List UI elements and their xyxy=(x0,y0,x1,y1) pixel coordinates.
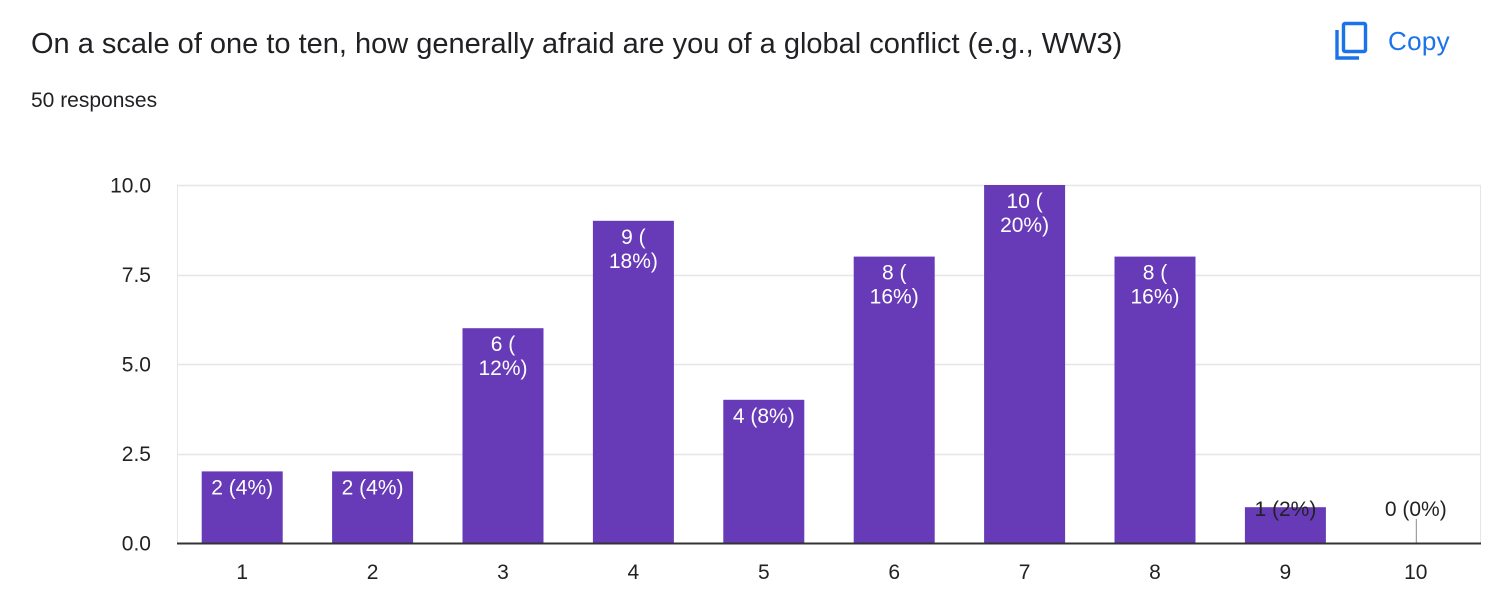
data-label: 2 (4%) xyxy=(342,476,404,499)
bar xyxy=(1114,256,1196,543)
copy-label: Copy xyxy=(1388,25,1450,56)
bar xyxy=(853,256,935,543)
copy-icon xyxy=(1335,21,1368,60)
x-tick-label: 8 xyxy=(1149,561,1161,584)
x-tick-label: 5 xyxy=(758,561,770,584)
bar xyxy=(201,471,283,543)
data-label: 8 (16%) xyxy=(870,262,919,309)
data-label: 2 (4%) xyxy=(211,476,273,499)
copy-button[interactable]: Copy xyxy=(1328,18,1456,64)
bar xyxy=(1244,507,1326,543)
x-tick-label: 10 xyxy=(1404,561,1427,584)
data-label: 0 (0%) xyxy=(1385,498,1447,521)
y-tick-label: 10.0 xyxy=(110,175,151,198)
y-tick-label: 5.0 xyxy=(122,354,151,377)
data-label: 4 (8%) xyxy=(733,405,795,428)
bar xyxy=(462,328,544,543)
response-count: 50 responses xyxy=(31,89,158,112)
x-tick-label: 6 xyxy=(888,561,900,584)
data-label: 1 (2%) xyxy=(1254,498,1316,521)
data-label: 8 (16%) xyxy=(1130,262,1179,309)
x-tick-label: 4 xyxy=(628,561,640,584)
data-label: 9 (18%) xyxy=(609,226,658,273)
x-tick-label: 1 xyxy=(236,561,248,584)
x-tick-label: 2 xyxy=(367,561,379,584)
x-tick-label: 3 xyxy=(497,561,509,584)
y-tick-label: 0.0 xyxy=(122,533,151,556)
x-tick-label: 7 xyxy=(1019,561,1031,584)
x-tick-label: 9 xyxy=(1280,561,1292,584)
data-label: 6 (12%) xyxy=(478,333,527,380)
bar xyxy=(332,471,414,543)
y-tick-label: 7.5 xyxy=(122,264,151,287)
bar xyxy=(723,399,805,543)
bar xyxy=(984,185,1066,543)
data-label: 10 (20%) xyxy=(1000,190,1049,237)
question-title: On a scale of one to ten, how generally … xyxy=(31,28,1123,60)
y-tick-label: 2.5 xyxy=(122,443,151,466)
bar xyxy=(592,220,674,544)
